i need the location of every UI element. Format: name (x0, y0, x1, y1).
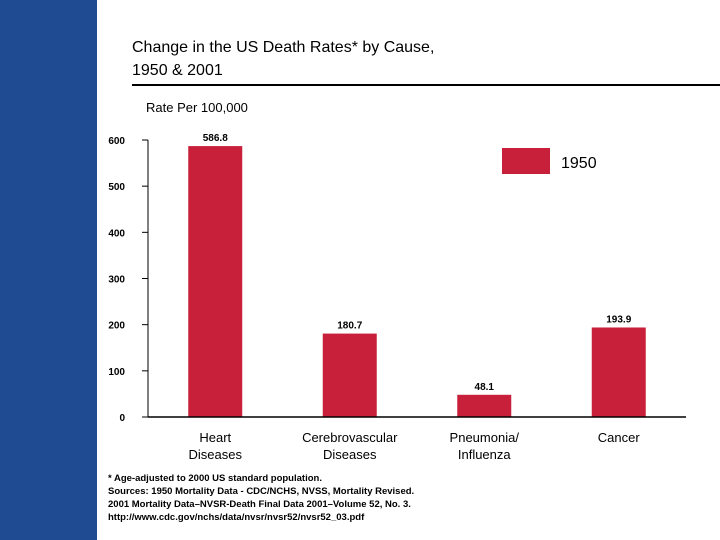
y-tick-label: 200 (108, 321, 125, 332)
footnote-line-3: 2001 Mortality Data–NVSR-Death Final Dat… (108, 499, 411, 510)
y-tick-label: 100 (108, 367, 125, 378)
bar-1950 (322, 333, 377, 417)
category-label: Cerebrovascular Diseases (302, 430, 398, 462)
y-tick-label: 500 (108, 182, 125, 193)
side-color-band (0, 0, 97, 540)
legend-swatch-1950 (502, 148, 550, 174)
category-label-line: Pneumonia/ (450, 430, 520, 445)
y-tick-label: 0 (119, 413, 125, 424)
category-label: Heart Diseases (189, 430, 243, 462)
bar-value-label: 180.7 (337, 321, 362, 332)
category-label-line: Influenza (458, 447, 512, 462)
bar-1950 (188, 146, 243, 417)
category-label-line: Cerebrovascular (302, 430, 398, 445)
title-underline (132, 84, 720, 86)
category-label-line: Heart (199, 430, 231, 445)
bar-1950 (591, 327, 646, 417)
axes (147, 140, 686, 418)
chart-title-line-1: Change in the US Death Rates* by Cause, (132, 39, 435, 56)
category-label: Pneumonia/Influenza (450, 430, 520, 462)
bar-value-label: 193.9 (606, 314, 631, 325)
bar-1950 (457, 394, 512, 417)
footnote-line-1: * Age-adjusted to 2000 US standard popul… (108, 473, 322, 484)
y-tick-label: 600 (108, 136, 125, 147)
footnote-line-2: Sources: 1950 Mortality Data - CDC/NCHS,… (108, 486, 415, 497)
chart-title: Change in the US Death Rates* by Cause, … (132, 36, 434, 82)
y-tick-label: 400 (108, 228, 125, 239)
bar-value-label: 586.8 (203, 133, 228, 144)
y-axis-ticks: 0 100 200 300 400 500 600 (108, 136, 148, 424)
category-label-line: Diseases (323, 447, 377, 462)
data-labels: 586.8 180.7 48.1 193.9 (203, 133, 632, 393)
bar-value-label: 48.1 (475, 382, 495, 393)
bar-series (188, 146, 646, 417)
category-label-line: Diseases (189, 447, 243, 462)
chart-title-line-2: 1950 & 2001 (132, 62, 223, 79)
y-axis-label: Rate Per 100,000 (146, 100, 248, 115)
category-label-line: Cancer (598, 430, 641, 445)
x-axis-categories: Heart Diseases Cerebrovascular Diseases Pneu… (189, 430, 641, 462)
legend: 1950 (502, 148, 597, 174)
category-label: Cancer (598, 430, 641, 445)
footnote-line-4: http://www.cdc.gov/nchs/data/nvsr/nvsr52… (108, 512, 365, 523)
legend-label-1950: 1950 (561, 155, 597, 172)
y-tick-label: 300 (108, 275, 125, 286)
footnote: * Age-adjusted to 2000 US standard popul… (108, 472, 414, 524)
